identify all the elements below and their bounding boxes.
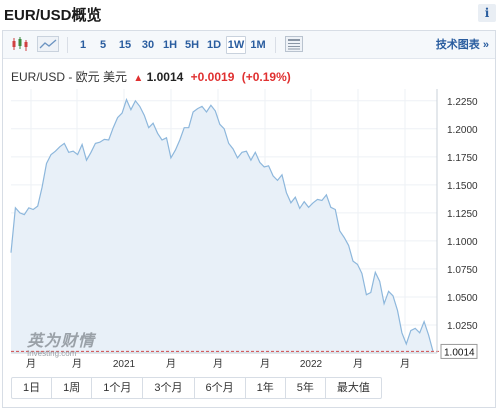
- watermark-en: Investing.com: [27, 349, 77, 358]
- y-tick-label: 1.1000: [447, 237, 478, 248]
- range-6m[interactable]: 6个月: [195, 378, 246, 398]
- interval-5[interactable]: 5: [99, 39, 107, 51]
- interval-1m[interactable]: 1M: [250, 39, 266, 51]
- y-tick-label: 1.1500: [447, 181, 478, 192]
- interval-30[interactable]: 30: [141, 39, 155, 51]
- technical-chart-link[interactable]: 技术图表 »: [435, 39, 489, 51]
- x-tick-label: 2022: [300, 359, 323, 370]
- interval-1w[interactable]: 1W: [226, 36, 246, 54]
- interval-5h[interactable]: 5H: [184, 39, 200, 51]
- interval-1h[interactable]: 1H: [162, 39, 178, 51]
- interval-1[interactable]: 1: [79, 39, 87, 51]
- range-max[interactable]: 最大值: [336, 382, 370, 394]
- price-chart-svg: 1.2250 1.2000 1.1750 1.1500 1.1250 1.1000 1.07…: [10, 89, 478, 370]
- toolbar-divider: [67, 37, 68, 53]
- area-chart-icon[interactable]: [37, 36, 59, 52]
- pair-name: EUR/USD - 欧元 美元: [11, 70, 128, 84]
- interval-1d[interactable]: 1D: [206, 39, 222, 51]
- x-tick-label: 月: [400, 358, 410, 370]
- info-icon[interactable]: i: [478, 4, 496, 22]
- price-line: [10, 97, 434, 352]
- y-tick-label: 1.0500: [447, 293, 478, 304]
- range-5y[interactable]: 5年: [286, 378, 326, 398]
- x-tick-label: 月: [213, 358, 223, 370]
- time-range-selector: 1日 1周 1个月 3个月 6个月 1年 5年 最大值: [11, 377, 382, 399]
- current-price-badge: [440, 343, 478, 359]
- price-change: +0.0019: [190, 70, 235, 84]
- page-title: EUR/USD概览: [4, 7, 102, 24]
- up-arrow-icon: ▲: [133, 73, 144, 84]
- x-tick-label: 2021: [113, 359, 136, 370]
- y-tick-label: 1.2250: [447, 97, 478, 108]
- y-tick-label: 1.0750: [447, 265, 478, 276]
- last-price: 1.0014: [146, 70, 184, 84]
- y-tick-label: 1.1250: [447, 209, 478, 220]
- calendar-grid-icon[interactable]: [285, 36, 303, 52]
- range-1w[interactable]: 1周: [52, 378, 93, 398]
- candlestick-icon[interactable]: [11, 36, 29, 52]
- toolbar-divider: [275, 37, 276, 53]
- x-tick-label: 月: [26, 358, 36, 370]
- y-tick-label: 1.2000: [447, 125, 478, 136]
- price-chart[interactable]: 1.2250 1.2000 1.1750 1.1500 1.1250 1.1000 1.07…: [9, 85, 495, 373]
- y-tick-label: 1.1750: [447, 153, 478, 164]
- chart-toolbar: 1 5 15 30 1H 5H 1D 1W 1M 技术图表 »: [3, 31, 495, 59]
- range-3m[interactable]: 3个月: [143, 378, 195, 398]
- price-quote: EUR/USD - 欧元 美元 ▲ 1.0014 +0.0019 (+0.19%…: [11, 68, 291, 84]
- price-change-percent: (+0.19%): [241, 70, 291, 84]
- x-tick-label: 月: [166, 358, 176, 370]
- range-1d[interactable]: 1日: [12, 378, 53, 398]
- investing-watermark: 英为财情 Investing.com: [27, 327, 95, 358]
- x-tick-label: 月: [353, 358, 363, 370]
- page-header: EUR/USD概览 i: [0, 0, 500, 26]
- x-tick-label: 月: [72, 358, 82, 370]
- x-tick-label: 月: [260, 358, 270, 370]
- range-1y[interactable]: 1年: [246, 378, 286, 398]
- range-1m[interactable]: 1个月: [92, 378, 144, 398]
- current-price-label: 1.0014: [444, 347, 475, 358]
- interval-15[interactable]: 15: [118, 39, 132, 51]
- y-tick-label: 1.0250: [447, 321, 478, 332]
- price-area: [11, 99, 433, 353]
- chart-panel: 1 5 15 30 1H 5H 1D 1W 1M 技术图表 » EUR/USD …: [2, 30, 496, 408]
- watermark-cn: 英为财情: [27, 333, 96, 350]
